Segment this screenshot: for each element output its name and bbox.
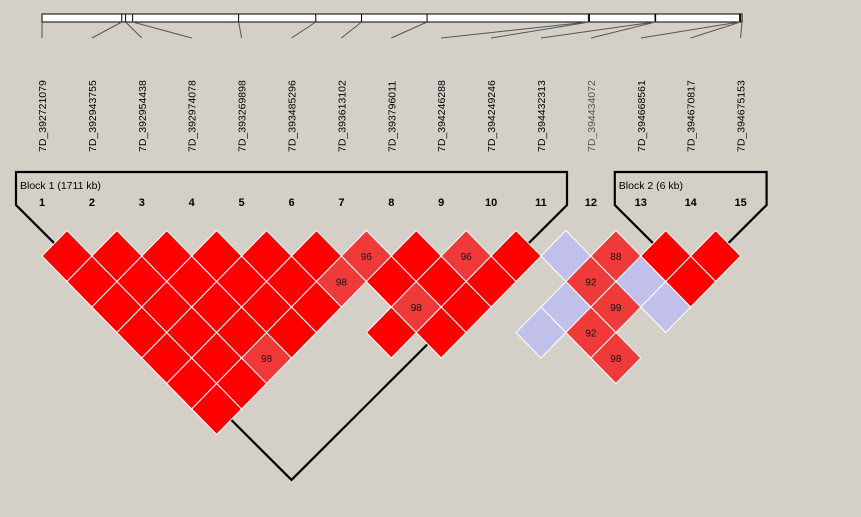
block-outline	[613, 170, 768, 283]
marker-index: 2	[89, 197, 95, 209]
block-label: Block 1 (1711 kb)	[20, 180, 101, 192]
marker-index: 13	[635, 197, 647, 209]
ld-value: 98	[336, 278, 348, 289]
ld-value: 99	[610, 303, 622, 314]
marker-index: 6	[288, 197, 294, 209]
ld-value: 98	[610, 354, 622, 365]
marker-index: 1	[39, 197, 45, 209]
marker-index: 14	[685, 197, 698, 209]
marker-index: 10	[485, 197, 497, 209]
ld-value: 88	[610, 252, 622, 263]
marker-index: 7	[338, 197, 344, 209]
marker-name: 7D_393269898	[237, 80, 249, 152]
marker-connector	[91, 21, 123, 39]
marker-index: 12	[585, 197, 597, 209]
marker-name: 7D_393613102	[336, 80, 348, 152]
marker-index: 9	[438, 197, 444, 209]
ld-cell	[490, 229, 542, 283]
marker-connector	[690, 21, 741, 39]
marker-name: 7D_392954438	[137, 80, 149, 152]
ld-value: 92	[585, 329, 597, 340]
marker-name: 7D_394670817	[686, 80, 698, 152]
marker-index: 8	[388, 197, 394, 209]
marker-connector	[291, 21, 317, 39]
marker-names: 7D_392721079 7D_392943755 7D_392954438 7D_3…	[37, 80, 748, 152]
ld-value: 92	[585, 278, 597, 289]
marker-index: 3	[139, 197, 145, 209]
marker-name: 7D_394249246	[486, 80, 498, 152]
ld-value: 96	[361, 252, 373, 263]
ld-value: 98	[411, 303, 423, 314]
marker-position-ruler	[41, 13, 743, 23]
marker-connector	[590, 21, 656, 39]
ld-cell	[690, 229, 742, 283]
marker-connector	[740, 21, 743, 39]
marker-connector	[341, 21, 362, 39]
marker-connector	[640, 21, 740, 39]
ld-cells: 98 98 96 98 96 92 98 92 99 88	[41, 229, 742, 436]
ld-value: 98	[261, 354, 273, 365]
marker-indices: 1 2 3 4 5 6 7 8 9 10 11 12 13 14 15	[39, 197, 747, 209]
marker-connector	[441, 21, 589, 39]
ld-cell	[590, 331, 642, 385]
marker-name: 7D_392943755	[87, 80, 99, 152]
marker-name: 7D_393485296	[287, 80, 299, 152]
ruler-bar	[41, 13, 743, 23]
marker-connector	[491, 21, 590, 39]
marker-index: 15	[734, 197, 746, 209]
marker-connector	[540, 21, 656, 39]
marker-name: 7D_394246288	[436, 80, 448, 152]
marker-connectors	[41, 21, 743, 39]
marker-name: 7D_394434072	[586, 80, 598, 152]
marker-index: 11	[535, 197, 547, 209]
marker-name: 7D_393796011	[386, 81, 398, 152]
marker-connector	[391, 21, 428, 39]
marker-name: 7D_394668561	[636, 80, 648, 152]
marker-name: 7D_392974078	[187, 80, 199, 152]
marker-name: 7D_392721079	[37, 80, 49, 152]
marker-connector	[125, 21, 143, 39]
marker-name: 7D_394432313	[536, 80, 548, 152]
marker-index: 5	[239, 197, 245, 209]
ld-value: 96	[461, 252, 473, 263]
marker-connector	[132, 21, 192, 39]
block-label: Block 2 (6 kb)	[619, 180, 683, 192]
marker-index: 4	[189, 197, 196, 209]
marker-connector	[238, 21, 243, 39]
marker-name: 7D_394675153	[736, 80, 748, 152]
